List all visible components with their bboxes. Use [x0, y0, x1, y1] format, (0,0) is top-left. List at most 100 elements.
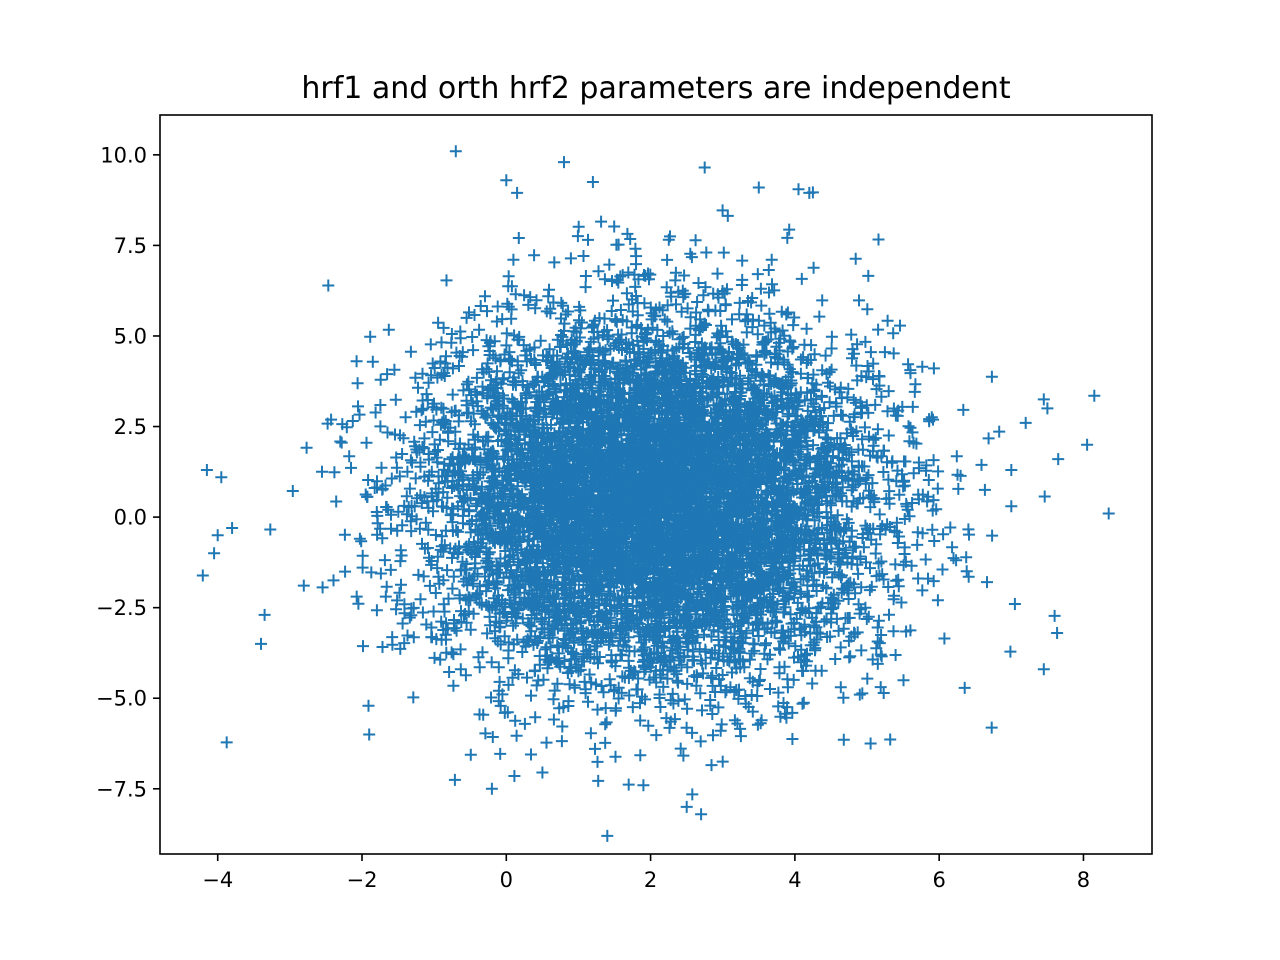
- scatter-point: [464, 748, 477, 761]
- scatter-point: [829, 653, 842, 665]
- scatter-point: [837, 622, 850, 635]
- scatter-point: [362, 699, 375, 712]
- scatter-point: [837, 691, 850, 704]
- scatter-point: [412, 568, 425, 581]
- scatter-point: [684, 322, 697, 335]
- scatter-point: [712, 701, 725, 714]
- scatter-point: [716, 204, 729, 217]
- scatter-point: [920, 459, 933, 472]
- scatter-point: [849, 252, 862, 265]
- scatter-point: [802, 589, 815, 602]
- scatter-point: [525, 689, 537, 702]
- scatter-point: [993, 425, 1006, 438]
- scatter-point: [473, 661, 486, 674]
- scatter-point: [351, 377, 364, 390]
- scatter-point: [572, 220, 585, 233]
- scatter-point: [658, 313, 671, 326]
- scatter-point: [661, 253, 674, 266]
- scatter-point: [534, 334, 547, 347]
- scatter-point: [952, 482, 965, 495]
- scatter-point: [412, 381, 424, 394]
- scatter-point: [951, 468, 964, 481]
- scatter-point: [374, 420, 387, 433]
- chart-title: hrf1 and orth hrf2 parameters are indepe…: [301, 71, 1011, 106]
- scatter-point: [518, 717, 531, 730]
- scatter-point: [773, 642, 786, 655]
- scatter-point: [334, 435, 347, 448]
- scatter-point: [524, 291, 537, 304]
- scatter-point: [700, 246, 713, 259]
- scatter-point: [392, 505, 405, 518]
- scatter-point: [765, 253, 778, 266]
- scatter-point: [385, 522, 397, 535]
- scatter-point: [832, 624, 845, 637]
- scatter-point: [594, 385, 606, 398]
- scatter-point: [443, 666, 456, 678]
- scatter-point: [962, 570, 975, 583]
- scatter-point: [579, 270, 592, 282]
- scatter-point: [404, 345, 417, 358]
- scatter-point: [592, 265, 605, 278]
- scatter-point: [834, 641, 847, 654]
- scatter-point: [869, 547, 882, 560]
- scatter-point: [381, 426, 394, 439]
- scatter-point: [653, 688, 666, 701]
- scatter-point: [490, 315, 503, 328]
- scatter-point: [882, 385, 895, 398]
- scatter-point: [547, 713, 560, 726]
- scatter-point: [978, 483, 991, 496]
- scatter-point: [382, 323, 395, 336]
- scatter-point: [620, 287, 633, 300]
- scatter-point: [890, 574, 903, 587]
- scatter-point: [564, 252, 577, 265]
- scatter-point: [579, 281, 592, 294]
- scatter-point: [376, 641, 389, 653]
- scatter-point: [548, 684, 561, 697]
- scatter-point: [409, 472, 422, 485]
- scatter-point: [220, 736, 233, 749]
- scatter-point: [666, 687, 679, 700]
- scatter-point: [316, 581, 329, 594]
- scatter-point: [875, 555, 888, 568]
- scatter-point: [985, 721, 998, 734]
- scatter-point: [985, 370, 998, 383]
- scatter-point: [849, 587, 862, 600]
- scatter-point: [881, 314, 894, 327]
- scatter-point: [686, 726, 699, 739]
- scatter-point: [654, 701, 667, 713]
- scatter-point: [762, 264, 775, 276]
- scatter-point: [352, 400, 364, 413]
- scatter-point: [686, 788, 699, 801]
- scatter-point: [960, 551, 973, 564]
- scatter-point: [359, 488, 372, 501]
- scatter-point: [610, 702, 622, 715]
- scatter-point: [360, 436, 373, 449]
- scatter-point: [353, 408, 366, 421]
- scatter-point: [739, 315, 752, 328]
- scatter-points: [196, 145, 1115, 842]
- scatter-point: [350, 355, 363, 368]
- scatter-point: [986, 529, 999, 542]
- scatter-point: [931, 482, 944, 495]
- scatter-point: [507, 253, 520, 266]
- scatter-point: [286, 485, 299, 497]
- scatter-point: [440, 274, 453, 287]
- scatter-point: [919, 553, 932, 566]
- scatter-point: [751, 268, 764, 281]
- scatter-point: [352, 597, 365, 610]
- scatter-point: [926, 504, 939, 517]
- scatter-point: [463, 306, 475, 319]
- scatter-point: [681, 702, 694, 715]
- scatter-point: [353, 532, 366, 545]
- scatter-point: [622, 266, 635, 279]
- scatter-point: [297, 579, 310, 592]
- scatter-point: [196, 569, 209, 582]
- scatter-point: [400, 490, 413, 503]
- scatter-point: [591, 755, 604, 768]
- scatter-point: [434, 653, 447, 666]
- scatter-point: [427, 605, 440, 618]
- scatter-point: [459, 669, 472, 682]
- scatter-point: [485, 691, 497, 704]
- scatter-point: [882, 429, 895, 442]
- scatter-point: [454, 325, 467, 338]
